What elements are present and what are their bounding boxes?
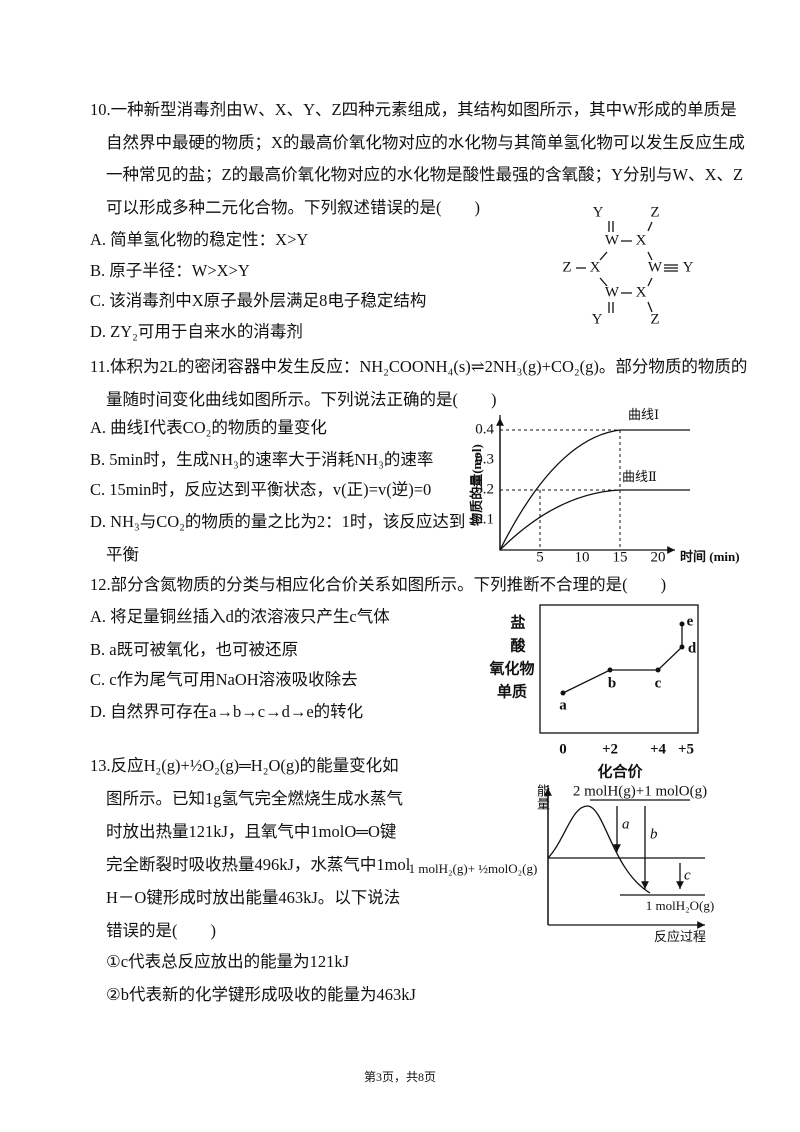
atom: X	[636, 232, 647, 248]
option: A. 简单氢化物的稳定性：X>Y	[90, 230, 309, 249]
y-axis-label: 物质的量(mol)	[469, 444, 484, 526]
valence-label: +5	[678, 741, 694, 757]
valence-label: +4	[650, 741, 667, 757]
y-axis-label: 能量	[535, 784, 550, 810]
atom: W	[605, 232, 620, 248]
point-label: b	[608, 675, 616, 691]
atom: W	[648, 259, 663, 275]
atom: W	[605, 284, 620, 300]
option: D. ZY₂可用于自来水的消毒剂	[90, 322, 303, 341]
level-label: 1 molH₂(g)+ ½molO₂(g)	[409, 861, 538, 876]
atom: X	[590, 259, 601, 275]
structure-figure: Y Z W X Z X W Y W X Y Z	[562, 204, 693, 327]
option: C. c作为尾气可用NaOH溶液吸收除去	[90, 670, 358, 689]
question-stem: 12.部分含氮物质的分类与相应化合价关系如图所示。下列推断不合理的是( )	[90, 575, 667, 594]
x-tick-label: 15	[613, 549, 628, 565]
atom: Z	[562, 259, 571, 275]
y-tick-label: 0.3	[475, 451, 494, 467]
option: D. 自然界可存在a→b→c→d→e的转化	[90, 702, 364, 721]
statement: ①c代表总反应放出的能量为121kJ	[106, 952, 350, 971]
question-stem: 11.体积为2L的密闭容器中发生反应：NH₂COONH₄(s)⇌2NH₃(g)+…	[90, 357, 748, 409]
atom: Z	[650, 311, 659, 327]
valence-label: +2	[602, 741, 618, 757]
y-tick-label: 0.1	[475, 511, 494, 527]
x-axis-label: 化合价	[597, 762, 643, 780]
atom: Z	[650, 204, 659, 220]
option: D. NH₃与CO₂的物质的量之比为2：1时，该反应达到平衡	[90, 512, 466, 564]
point-label: d	[688, 640, 697, 656]
curve-label: 曲线Ⅱ	[622, 469, 657, 484]
point-label: c	[655, 675, 662, 691]
y-tick-label: 0.2	[475, 481, 494, 497]
valence-label: 0	[559, 741, 567, 757]
atom: Y	[592, 311, 603, 327]
footer: 第3页，共8页	[364, 1070, 436, 1084]
atom: X	[636, 284, 647, 300]
category-label: 盐	[510, 613, 525, 631]
atom: Y	[593, 204, 604, 220]
y-tick-label: 0.4	[475, 421, 494, 437]
arrow-label: b	[650, 826, 658, 842]
option: C. 该消毒剂中X原子最外层满足8电子稳定结构	[90, 291, 427, 310]
question-stem: 10.一种新型消毒剂由W、X、Y、Z四种元素组成，其结构如图所示，其中W形成的单…	[90, 100, 745, 217]
category-label: 酸	[510, 636, 526, 654]
arrow-label: a	[622, 816, 630, 832]
level-label: 1 molH₂O(g)	[646, 898, 714, 913]
valence-figure: 盐 酸 氧化物 单质 0 +2 +4 +5 化合价 a b c d e	[488, 604, 699, 780]
option: B. 原子半径：W>X>Y	[90, 261, 250, 280]
statement: ②b代表新的化学键形成吸收的能量为463kJ	[106, 985, 416, 1004]
option: A. 将足量铜丝插入d的浓溶液只产生c气体	[90, 607, 390, 626]
x-tick-label: 20	[651, 549, 666, 565]
question-stem: 13.反应H₂(g)+½O₂(g)═H₂O(g)的能量变化如图所示。已知1g氢气…	[90, 756, 411, 940]
option: C. 15min时，反应达到平衡状态，v(正)=v(逆)=0	[90, 480, 432, 499]
amount-time-figure: 物质的量(mol) 0.1 0.2 0.3 0.4 5 10 15 20 时间 …	[469, 407, 740, 565]
x-tick-label: 5	[536, 549, 544, 565]
category-label: 单质	[497, 682, 527, 700]
x-axis-label: 时间 (min)	[680, 549, 740, 564]
energy-figure: 能量 2 molH(g)+1 molO(g) 1 molH₂(g)+ ½molO…	[409, 783, 715, 944]
level-label: 2 molH(g)+1 molO(g)	[573, 783, 707, 799]
point-label: e	[687, 613, 694, 629]
x-axis-label: 反应过程	[654, 929, 706, 944]
arrow-label: c	[684, 867, 691, 883]
curve-label: 曲线Ⅰ	[628, 407, 659, 422]
atom: Y	[683, 259, 694, 275]
option: B. a既可被氧化，也可被还原	[90, 640, 299, 659]
point-label: a	[559, 697, 567, 713]
x-tick-label: 10	[575, 549, 590, 565]
option: B. 5min时，生成NH₃的速率大于消耗NH₃的速率	[90, 450, 434, 469]
option: A. 曲线Ⅰ代表CO₂的物质的量变化	[90, 418, 327, 437]
category-label: 氧化物	[488, 659, 534, 677]
